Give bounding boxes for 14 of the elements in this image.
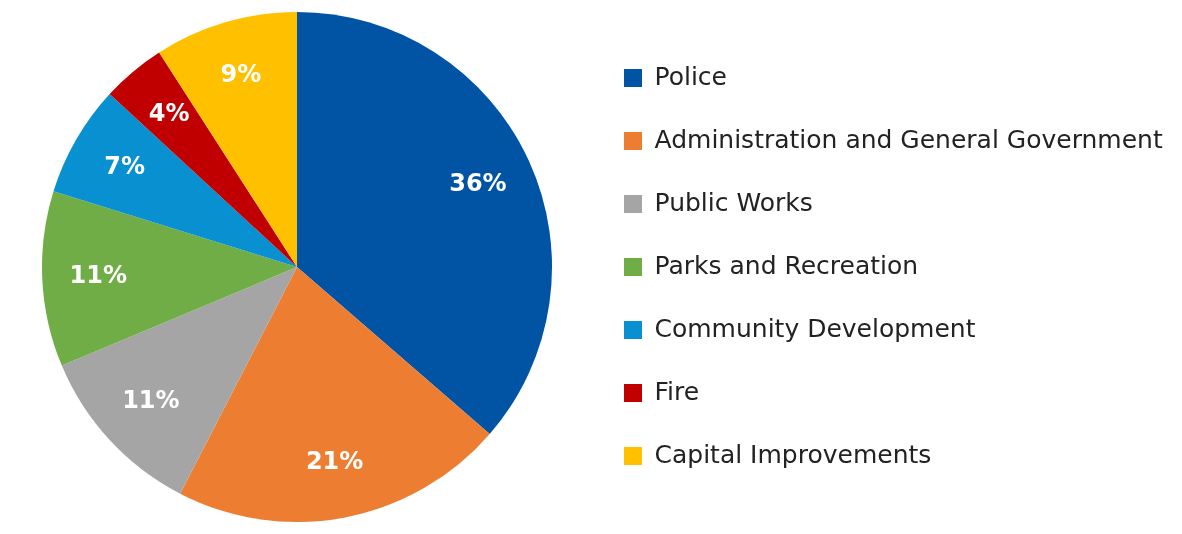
- data-label: 11%: [69, 260, 128, 289]
- legend-label: Administration and General Government: [654, 124, 1163, 154]
- data-label: 4%: [148, 98, 190, 127]
- legend-label: Public Works: [654, 187, 813, 217]
- data-label: 9%: [220, 60, 262, 89]
- data-label: 21%: [305, 446, 364, 475]
- data-label: 7%: [104, 151, 146, 180]
- data-label: 11%: [122, 386, 180, 415]
- legend-label: Police: [654, 61, 727, 91]
- legend-label: Fire: [654, 376, 700, 406]
- legend-label: Community Development: [654, 313, 976, 343]
- data-label: 36%: [449, 168, 507, 197]
- legend-label: Capital Improvements: [654, 439, 932, 469]
- legend-label: Parks and Recreation: [654, 250, 919, 280]
